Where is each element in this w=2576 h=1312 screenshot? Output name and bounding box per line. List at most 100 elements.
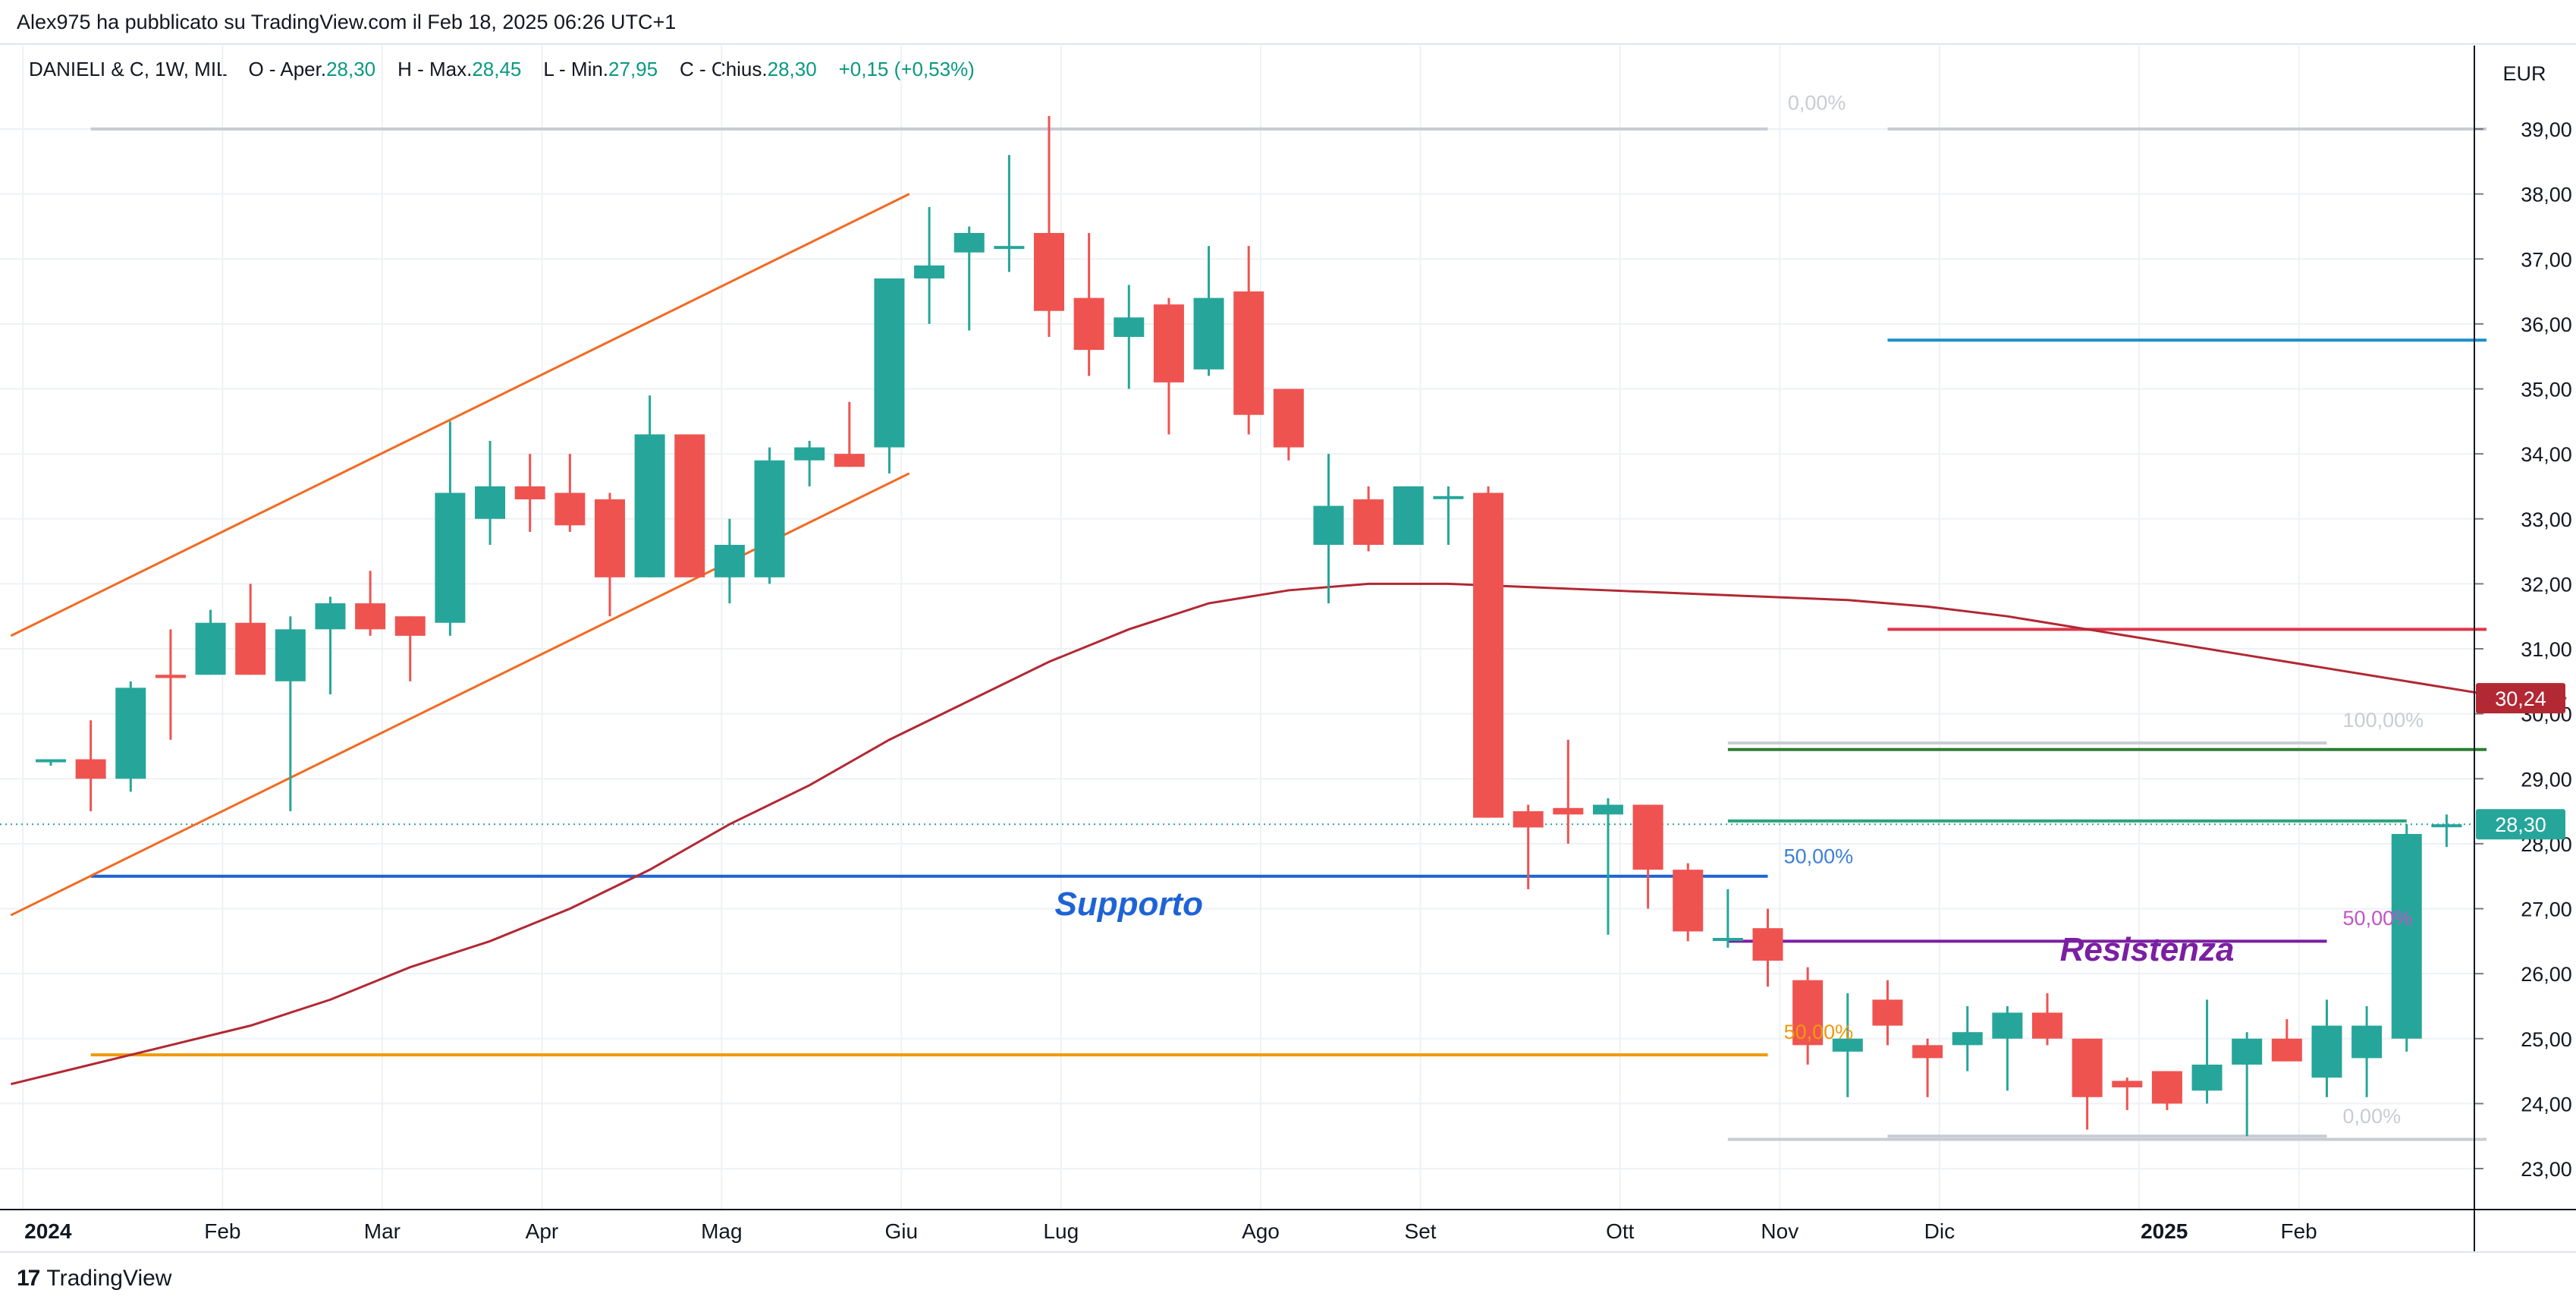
candle [714, 518, 745, 604]
candle [475, 441, 506, 545]
candle-body [1034, 233, 1064, 311]
candle-body [594, 499, 625, 577]
y-tick-label: 35,00 [2521, 379, 2572, 401]
y-tick-label: 39,00 [2521, 118, 2572, 141]
candle-body [1752, 928, 1783, 961]
x-tick-label: Lug [1043, 1219, 1079, 1243]
candle [394, 616, 426, 681]
candle [1513, 804, 1544, 889]
candle [1473, 486, 1504, 818]
candle [155, 629, 186, 740]
candle-body [475, 486, 506, 519]
candle-body [1952, 1032, 1983, 1046]
currency-label: EUR [2502, 62, 2546, 85]
x-tick-label: 2024 [24, 1219, 72, 1243]
candle-body [1273, 389, 1304, 448]
candle-body [115, 687, 146, 779]
candle [1872, 980, 1903, 1046]
y-tick-label: 37,00 [2521, 248, 2572, 271]
fib-level-label: 0,00% [2343, 1105, 2402, 1128]
candle-body [75, 759, 106, 779]
y-tick-label: 36,00 [2521, 313, 2572, 336]
symbol-name[interactable]: DANIELI & C, 1W, MIL [29, 58, 227, 80]
candle [275, 616, 306, 812]
y-tick-label: 23,00 [2521, 1158, 2572, 1181]
close-label: C - Chius. [680, 58, 768, 80]
candle [1433, 486, 1464, 545]
candle-body [1792, 980, 1824, 1046]
y-tick-label: 29,00 [2521, 768, 2572, 791]
candle [1313, 454, 1344, 604]
tradingview-brand: TradingView [46, 1266, 172, 1291]
candle [2072, 1038, 2103, 1130]
candle-body [1233, 291, 1264, 415]
x-tick-label: Giu [884, 1219, 918, 1243]
tradingview-logo-icon: 17 [17, 1266, 40, 1291]
y-tick-label: 25,00 [2521, 1028, 2572, 1051]
candle-body [275, 629, 306, 681]
resistance-label: Resistenza [2060, 931, 2235, 968]
candle-body [2151, 1071, 2182, 1104]
candle-body [1632, 804, 1663, 870]
y-tick-label: 33,00 [2521, 508, 2572, 531]
ma-price-tag-bg [2476, 683, 2565, 714]
close-value: 28,30 [767, 58, 817, 80]
candle-body [834, 454, 865, 467]
candle [1193, 246, 1224, 376]
candle [634, 395, 665, 577]
candle [1992, 1005, 2023, 1091]
candle [914, 206, 945, 324]
candle-body [2112, 1081, 2143, 1087]
y-tick-label: 38,00 [2521, 184, 2572, 206]
candle-body [1992, 1012, 2023, 1039]
horizontal-levels [0, 127, 2487, 1141]
candle-body [435, 492, 466, 623]
fib-level-label: 0,00% [1788, 91, 1846, 114]
candle-body [514, 486, 545, 500]
fib-level-label: 50,00% [1784, 845, 1854, 868]
candle-body [674, 434, 705, 577]
x-tick-label: Mag [701, 1219, 742, 1243]
candle-body [554, 492, 586, 526]
candle [514, 454, 545, 532]
candle-body [1313, 505, 1344, 545]
y-tick-label: 31,00 [2521, 638, 2572, 661]
support-label: Supporto [1055, 886, 1204, 923]
candle-body [36, 759, 66, 763]
candle [2391, 824, 2422, 1052]
candle-body [2271, 1038, 2302, 1062]
candle-body [1832, 1038, 1863, 1052]
symbol-legend: DANIELI & C, 1W, MIL O - Aper.28,30 H - … [29, 58, 975, 81]
candle-body [1473, 492, 1504, 818]
publisher-caption: Alex975 ha pubblicato su TradingView.com… [17, 11, 677, 33]
candle [1273, 389, 1304, 461]
candle [1393, 486, 1424, 545]
ma-price-tag: 30,24 [2495, 687, 2546, 710]
candle [1233, 246, 1264, 435]
candle-body [1912, 1045, 1943, 1059]
candle-body [235, 622, 266, 675]
fib-level-label: 100,00% [2343, 709, 2424, 732]
x-tick-label: Ott [1606, 1219, 1635, 1243]
tradingview-footer[interactable]: 17 TradingView [17, 1266, 171, 1292]
candle-body [2191, 1065, 2223, 1091]
open-label: O - Aper. [248, 58, 327, 80]
candle [115, 681, 146, 792]
channel-line-upper [10, 193, 910, 637]
moving-average [11, 582, 2567, 1086]
candle-body [634, 434, 665, 577]
candle-body [2311, 1025, 2342, 1078]
candle [1153, 297, 1184, 435]
candle-body [155, 675, 186, 678]
candle [953, 226, 985, 331]
axes: 23,0024,0025,0026,0027,0028,0029,0030,00… [0, 43, 2576, 1253]
candle [754, 447, 785, 584]
candle [435, 421, 466, 636]
x-tick-label: Dic [1924, 1219, 1955, 1243]
candle [1673, 863, 1704, 942]
candle [1832, 993, 1863, 1097]
candle [36, 759, 66, 766]
candle [1592, 798, 1623, 935]
candle [235, 584, 266, 675]
